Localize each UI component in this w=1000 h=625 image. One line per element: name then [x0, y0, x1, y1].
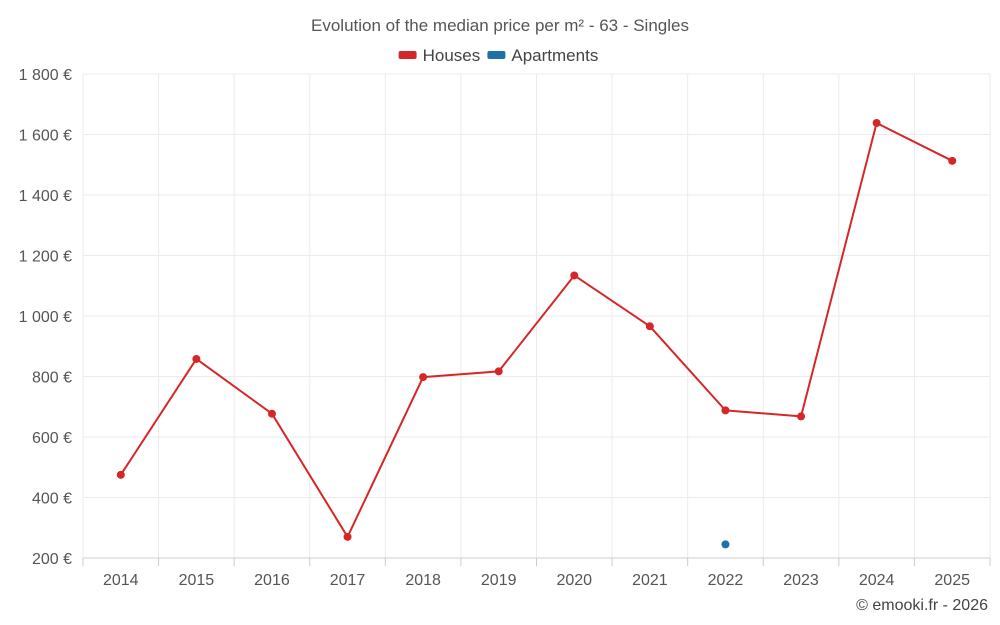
y-tick-label: 200 € [32, 551, 72, 568]
x-tick-label: 2015 [179, 572, 215, 589]
series-layer [116, 119, 957, 549]
y-tick-label: 600 € [32, 430, 72, 447]
legend-item-apartments[interactable]: Apartments [487, 46, 598, 65]
apartments-point[interactable] [721, 540, 730, 549]
x-tick-label: 2017 [330, 572, 366, 589]
houses-point[interactable] [419, 373, 428, 382]
y-tick-label: 1 600 € [19, 128, 72, 145]
x-tick-label: 2025 [934, 572, 970, 589]
houses-point[interactable] [343, 532, 352, 541]
houses-point[interactable] [116, 470, 125, 479]
x-tick-label: 2018 [405, 572, 441, 589]
y-tick-label: 1 800 € [19, 67, 72, 84]
y-tick-label: 1 000 € [19, 309, 72, 326]
houses-line [119, 122, 953, 538]
axes: 200 € 400 € 600 € 800 € 1 000 € 1 200 € 1 400 … [19, 67, 991, 589]
houses-point[interactable] [948, 156, 957, 165]
legend-swatch [487, 51, 506, 59]
houses-point[interactable] [267, 409, 276, 418]
houses-point[interactable] [645, 322, 654, 331]
chart-title: Evolution of the median price per m² - 6… [311, 16, 689, 35]
y-tick-label: 800 € [32, 370, 72, 387]
houses-point[interactable] [570, 271, 579, 280]
legend-label: Apartments [511, 46, 598, 65]
houses-point[interactable] [192, 354, 201, 363]
legend-label: Houses [423, 46, 481, 65]
houses-point[interactable] [872, 119, 881, 128]
x-tick-label: 2020 [556, 572, 592, 589]
y-tick-label: 400 € [32, 491, 72, 508]
grid-lines [82, 73, 991, 558]
x-tick-label: 2016 [254, 572, 290, 589]
legend-swatch [398, 51, 417, 59]
legend-item-houses[interactable]: Houses [398, 46, 481, 65]
houses-point[interactable] [494, 367, 503, 376]
houses-point[interactable] [721, 406, 730, 415]
x-tick-label: 2022 [708, 572, 744, 589]
x-tick-label: 2021 [632, 572, 668, 589]
credit-text: © emooki.fr - 2026 [856, 597, 988, 614]
houses-point[interactable] [797, 412, 806, 421]
y-tick-label: 1 400 € [19, 188, 72, 205]
x-tick-label: 2019 [481, 572, 517, 589]
x-tick-label: 2023 [783, 572, 819, 589]
y-tick-label: 1 200 € [19, 249, 72, 266]
legend: Houses Apartments [398, 46, 598, 65]
x-tick-label: 2024 [859, 572, 895, 589]
x-tick-label: 2014 [103, 572, 139, 589]
